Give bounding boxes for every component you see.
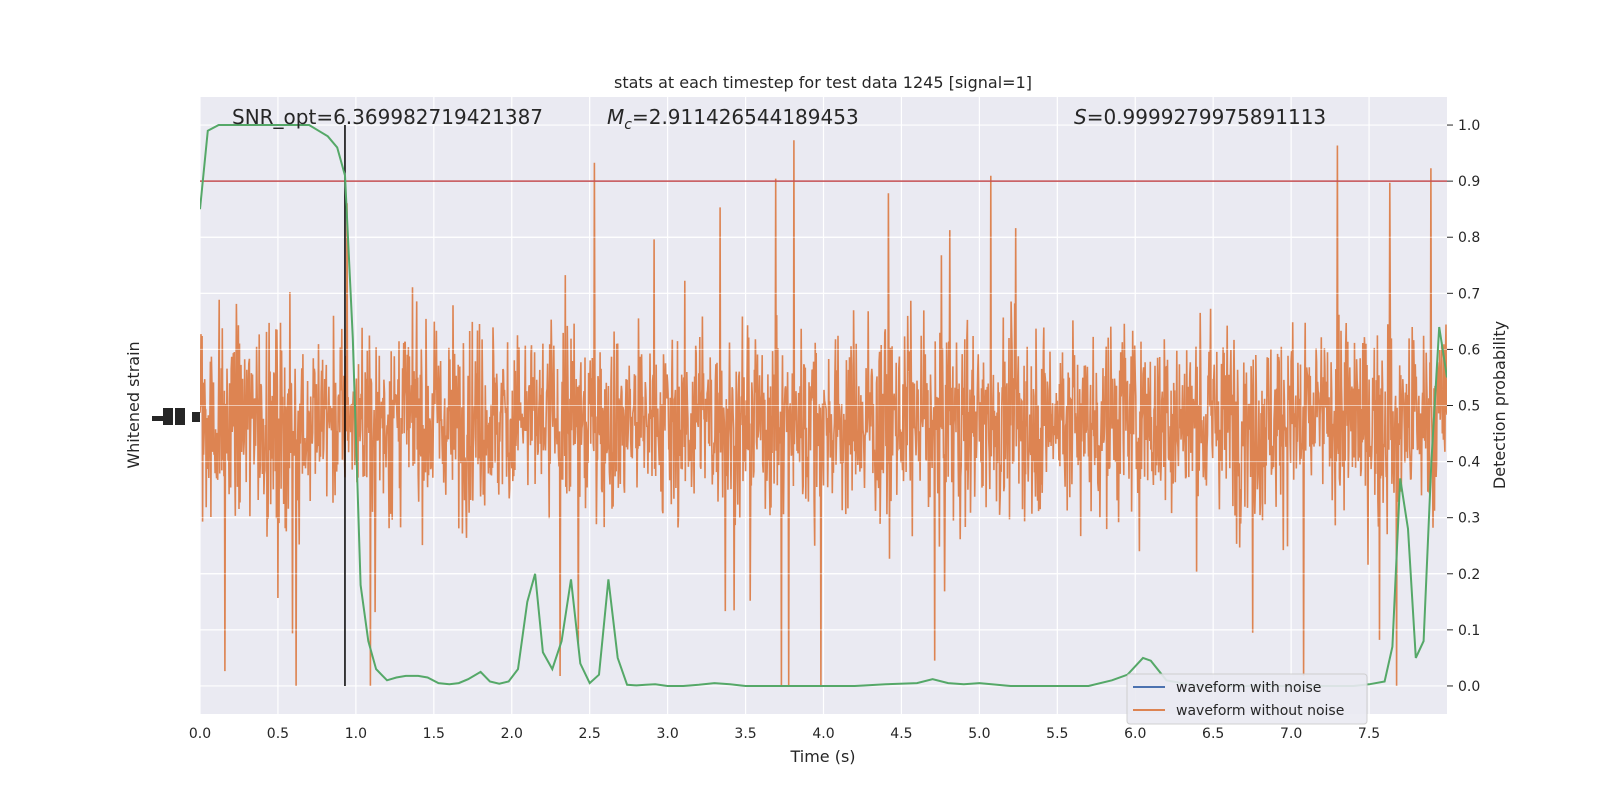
y-axis-right-ticks: 0.0 0.1 0.2 0.3 0.4 0.5 0.6 0.7 0.8 0.9 1.0 <box>1447 118 1480 695</box>
x-tick-label: 2.5 <box>579 726 601 742</box>
x-tick-label: 0.0 <box>189 726 211 742</box>
y-tick-label: 0.0 <box>1458 679 1480 695</box>
x-tick-label: 3.5 <box>734 726 756 742</box>
x-tick-label: 1.0 <box>345 726 367 742</box>
y-tick-label: 0.5 <box>1458 399 1480 415</box>
chirp-mass-annotation: Mc=2.911426544189453 <box>607 105 859 133</box>
x-tick-label: 2.0 <box>501 726 523 742</box>
waveform-without-noise-series <box>200 140 1447 687</box>
x-tick-label: 4.5 <box>890 726 912 742</box>
x-tick-label: 6.5 <box>1202 726 1224 742</box>
snr-annotation: SNR_opt=6.369982719421387 <box>232 105 543 129</box>
y-tick-label: 0.6 <box>1458 342 1480 358</box>
x-tick-label: 6.0 <box>1124 726 1146 742</box>
y-tick-label: 0.8 <box>1458 230 1480 246</box>
score-annotation: S=0.9999279975891113 <box>1074 105 1326 129</box>
chart-title: stats at each timestep for test data 124… <box>614 73 1032 92</box>
legend-label-without-noise: waveform without noise <box>1176 703 1344 719</box>
y-tick-label: 0.4 <box>1458 455 1480 471</box>
y-axis-left-label: Whitened strain <box>124 341 143 468</box>
x-tick-label: 7.0 <box>1280 726 1302 742</box>
legend-label-with-noise: waveform with noise <box>1176 680 1321 696</box>
x-tick-label: 5.0 <box>968 726 990 742</box>
x-tick-label: 7.5 <box>1358 726 1380 742</box>
x-tick-label: 1.5 <box>423 726 445 742</box>
y-tick-label: 0.3 <box>1458 511 1480 527</box>
y-tick-label: 1.0 <box>1458 118 1480 134</box>
x-tick-label: 3.0 <box>656 726 678 742</box>
left-axis-collapsed-ticks <box>152 408 200 425</box>
x-tick-label: 5.5 <box>1046 726 1068 742</box>
y-tick-label: 0.2 <box>1458 567 1480 583</box>
x-tick-label: 4.0 <box>812 726 834 742</box>
noise-waveform-line <box>200 140 1447 687</box>
x-axis-label: Time (s) <box>789 747 855 766</box>
legend: waveform with noise waveform without noi… <box>1126 673 1368 725</box>
y-tick-label: 0.1 <box>1458 623 1480 639</box>
y-tick-label: 0.9 <box>1458 174 1480 190</box>
y-axis-right-label: Detection probability <box>1490 321 1509 489</box>
x-axis-ticks: 0.0 0.5 1.0 1.5 2.0 2.5 3.0 3.5 4.0 4.5 5.0 5.5 6.0 6… <box>189 726 1380 742</box>
x-tick-label: 0.5 <box>267 726 289 742</box>
y-tick-label: 0.7 <box>1458 286 1480 302</box>
